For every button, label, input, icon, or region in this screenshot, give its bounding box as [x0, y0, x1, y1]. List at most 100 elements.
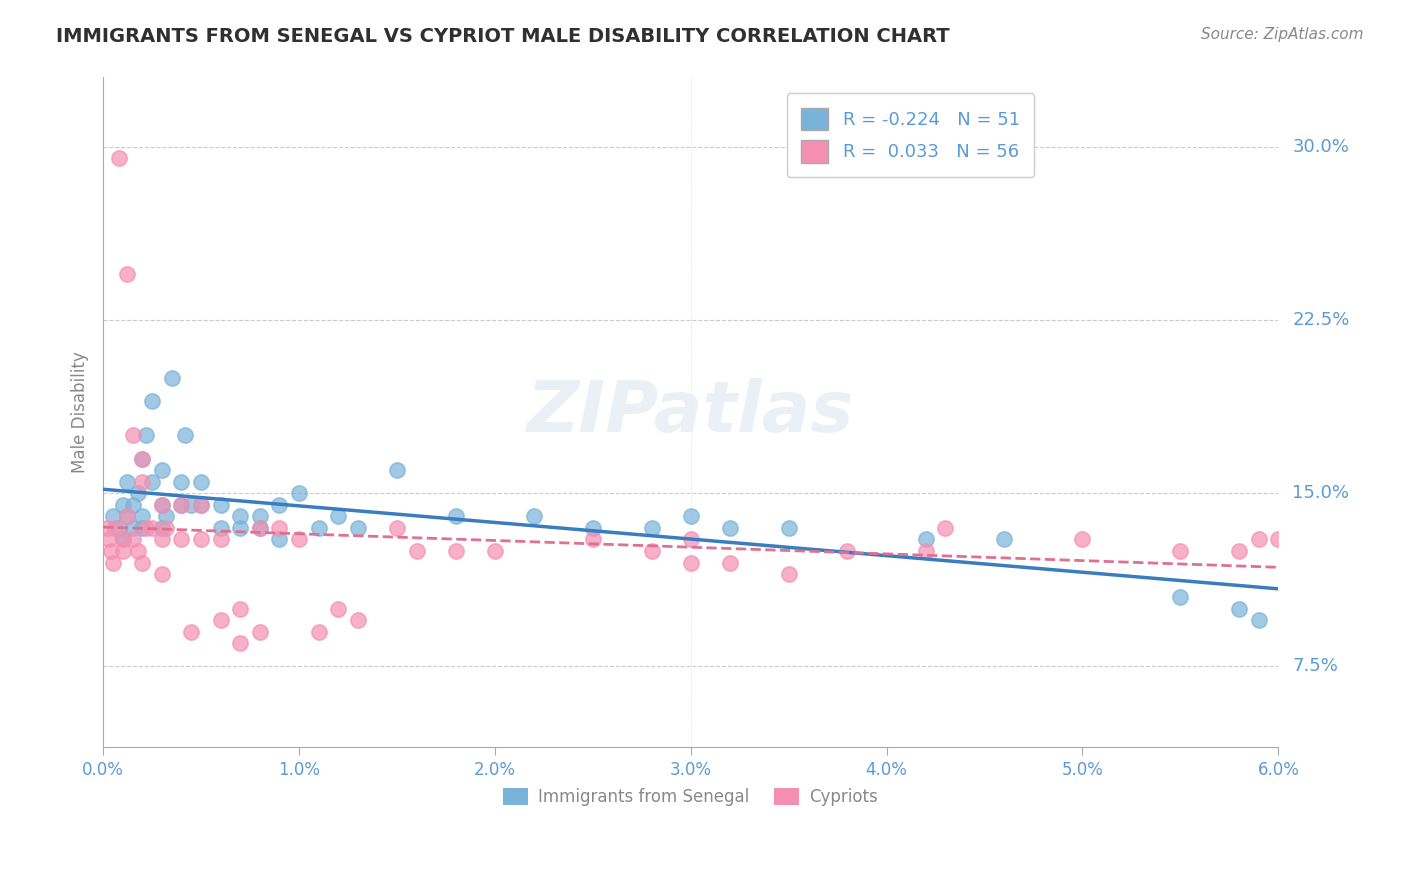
- Point: [121, 533, 143, 547]
- Point: [131, 451, 153, 466]
- Point: [131, 475, 153, 489]
- Point: [115, 267, 138, 281]
- Point: [993, 533, 1015, 547]
- Point: [98, 533, 121, 547]
- Point: [308, 521, 330, 535]
- Point: [111, 498, 134, 512]
- Point: [640, 521, 662, 535]
- Point: [249, 521, 271, 535]
- Point: [288, 486, 311, 500]
- Point: [837, 544, 859, 558]
- Point: [288, 533, 311, 547]
- Text: Source: ZipAtlas.com: Source: ZipAtlas.com: [1201, 27, 1364, 42]
- Point: [444, 544, 467, 558]
- Point: [170, 475, 193, 489]
- Point: [115, 475, 138, 489]
- Point: [111, 533, 134, 547]
- Point: [209, 533, 232, 547]
- Text: 7.5%: 7.5%: [1292, 657, 1339, 675]
- Point: [679, 509, 702, 524]
- Point: [170, 533, 193, 547]
- Point: [190, 498, 212, 512]
- Point: [679, 556, 702, 570]
- Point: [385, 521, 408, 535]
- Point: [170, 498, 193, 512]
- Point: [229, 601, 252, 615]
- Text: 30.0%: 30.0%: [1292, 137, 1350, 156]
- Point: [249, 509, 271, 524]
- Point: [101, 509, 124, 524]
- Point: [778, 567, 800, 582]
- Point: [190, 533, 212, 547]
- Point: [229, 521, 252, 535]
- Point: [640, 544, 662, 558]
- Point: [131, 556, 153, 570]
- Point: [718, 556, 741, 570]
- Point: [523, 509, 546, 524]
- Point: [141, 475, 163, 489]
- Point: [170, 498, 193, 512]
- Point: [269, 498, 291, 512]
- Point: [1227, 601, 1250, 615]
- Point: [150, 463, 173, 477]
- Point: [269, 521, 291, 535]
- Point: [155, 521, 177, 535]
- Point: [914, 544, 936, 558]
- Point: [107, 521, 129, 535]
- Point: [150, 533, 173, 547]
- Point: [405, 544, 427, 558]
- Point: [346, 613, 368, 627]
- Point: [131, 521, 153, 535]
- Point: [96, 521, 118, 535]
- Point: [155, 509, 177, 524]
- Point: [718, 521, 741, 535]
- Point: [229, 636, 252, 650]
- Point: [582, 533, 605, 547]
- Point: [209, 521, 232, 535]
- Point: [1170, 590, 1192, 604]
- Point: [934, 521, 956, 535]
- Point: [107, 151, 129, 165]
- Point: [150, 567, 173, 582]
- Text: ZIPatlas: ZIPatlas: [527, 378, 855, 447]
- Point: [385, 463, 408, 477]
- Point: [308, 624, 330, 639]
- Point: [778, 521, 800, 535]
- Point: [121, 498, 143, 512]
- Point: [190, 498, 212, 512]
- Point: [269, 533, 291, 547]
- Point: [127, 544, 149, 558]
- Point: [582, 521, 605, 535]
- Point: [484, 544, 506, 558]
- Point: [104, 521, 127, 535]
- Point: [190, 475, 212, 489]
- Point: [1071, 533, 1094, 547]
- Point: [160, 370, 183, 384]
- Point: [141, 521, 163, 535]
- Y-axis label: Male Disability: Male Disability: [72, 351, 89, 474]
- Point: [115, 509, 138, 524]
- Point: [249, 624, 271, 639]
- Point: [150, 498, 173, 512]
- Point: [174, 428, 197, 442]
- Point: [444, 509, 467, 524]
- Point: [1227, 544, 1250, 558]
- Legend: Immigrants from Senegal, Cypriots: Immigrants from Senegal, Cypriots: [496, 781, 884, 813]
- Point: [121, 428, 143, 442]
- Point: [914, 533, 936, 547]
- Point: [131, 509, 153, 524]
- Point: [209, 498, 232, 512]
- Point: [111, 533, 134, 547]
- Point: [1247, 613, 1270, 627]
- Point: [180, 498, 202, 512]
- Point: [229, 509, 252, 524]
- Point: [101, 556, 124, 570]
- Point: [346, 521, 368, 535]
- Point: [1267, 533, 1289, 547]
- Point: [141, 393, 163, 408]
- Point: [679, 533, 702, 547]
- Point: [328, 601, 350, 615]
- Point: [209, 613, 232, 627]
- Point: [115, 509, 138, 524]
- Text: 15.0%: 15.0%: [1292, 484, 1350, 502]
